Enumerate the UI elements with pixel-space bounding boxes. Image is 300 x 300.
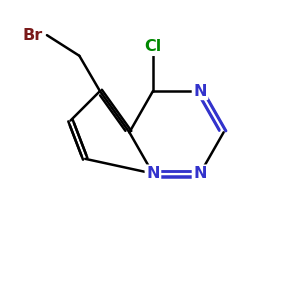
Text: N: N	[146, 166, 160, 181]
Text: N: N	[193, 84, 207, 99]
Text: N: N	[193, 166, 207, 181]
Text: Cl: Cl	[144, 39, 162, 54]
Text: Br: Br	[22, 28, 43, 43]
